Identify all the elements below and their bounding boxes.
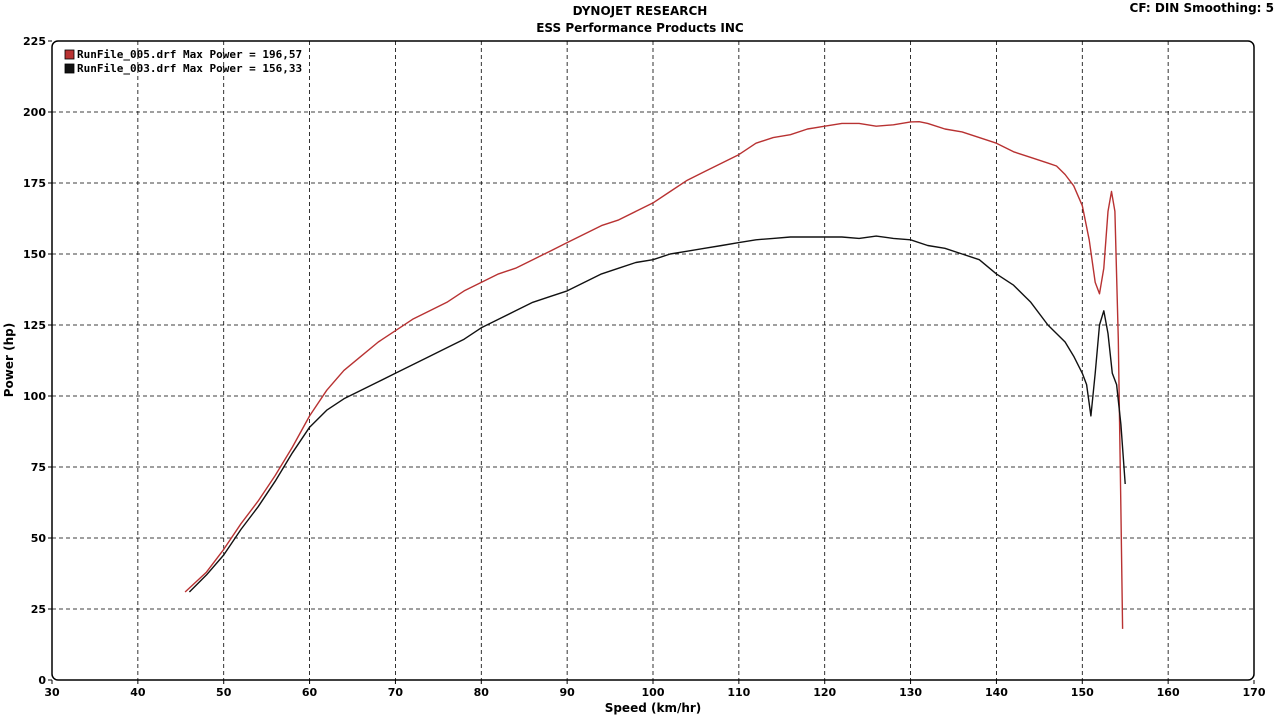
y-tick-label: 200	[23, 106, 46, 119]
y-tick-label: 0	[38, 674, 46, 687]
y-axis-label: Power (hp)	[2, 323, 16, 397]
x-tick-label: 30	[44, 686, 60, 699]
y-tick-label: 25	[31, 603, 46, 616]
y-tick-label: 225	[23, 35, 46, 48]
y-tick-label: 50	[31, 532, 47, 545]
x-tick-label: 100	[642, 686, 665, 699]
correction-factor-label: CF: DIN Smoothing: 5	[1129, 1, 1274, 15]
x-tick-label: 110	[727, 686, 750, 699]
x-axis-label: Speed (km/hr)	[605, 701, 702, 715]
plot-area	[51, 40, 1255, 681]
legend-swatch-2[interactable]	[64, 63, 75, 74]
chart-title: DYNOJET RESEARCH	[572, 4, 708, 18]
x-tick-label: 60	[302, 686, 318, 699]
x-tick-label: 150	[1071, 686, 1094, 699]
y-tick-label: 75	[31, 461, 46, 474]
legend-label-2: RunFile_003.drf Max Power = 156,33	[77, 62, 302, 75]
x-tick-label: 170	[1243, 686, 1266, 699]
y-tick-label: 100	[23, 390, 46, 403]
series-line-2	[188, 235, 1126, 593]
x-tick-label: 90	[559, 686, 575, 699]
y-tick-label: 175	[23, 177, 46, 190]
x-tick-label: 120	[813, 686, 836, 699]
x-tick-label: 160	[1157, 686, 1180, 699]
y-tick-label: 125	[23, 319, 46, 332]
series-group	[184, 120, 1126, 629]
legend[interactable]: RunFile_005.drf Max Power = 196,57RunFil…	[64, 48, 302, 75]
x-tick-label: 80	[474, 686, 490, 699]
series-line-1	[184, 120, 1124, 629]
chart-subtitle: ESS Performance Products INC	[536, 21, 744, 35]
x-tick-label: 50	[216, 686, 232, 699]
ticks: 30 40 50 60 70 80 90 100 110 120 130 140 150 160 170 0 2…	[23, 35, 1266, 699]
legend-swatch-1[interactable]	[64, 49, 75, 60]
x-tick-label: 40	[130, 686, 146, 699]
x-tick-label: 140	[985, 686, 1008, 699]
y-tick-label: 150	[23, 248, 46, 261]
grid	[52, 41, 1254, 680]
x-tick-label: 70	[388, 686, 404, 699]
x-tick-label: 130	[899, 686, 922, 699]
legend-label-1: RunFile_005.drf Max Power = 196,57	[77, 48, 302, 61]
